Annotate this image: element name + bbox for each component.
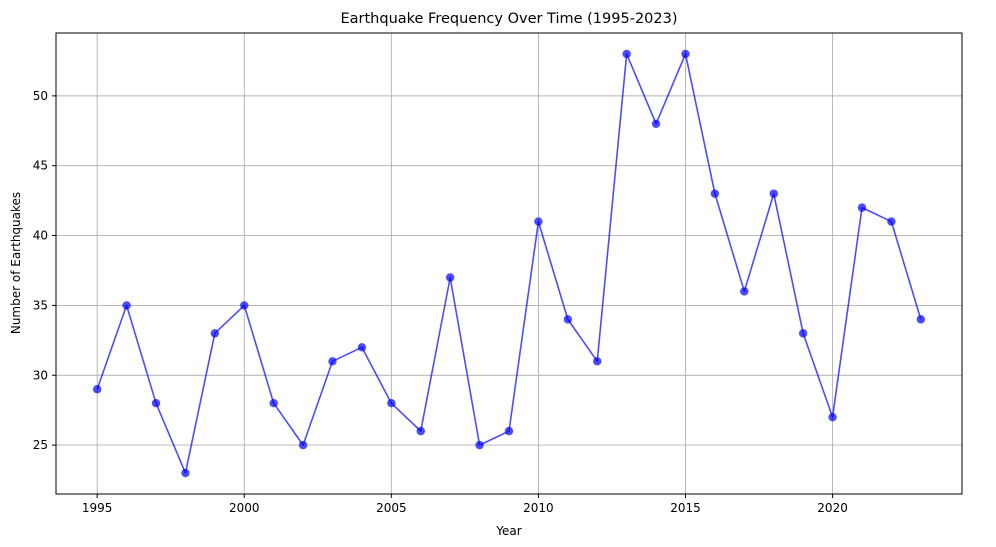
data-point [622, 49, 631, 59]
y-tick-label: 35 [33, 298, 48, 312]
data-point [416, 426, 425, 436]
y-tick-label: 40 [33, 229, 48, 243]
series-line-group [92, 49, 926, 478]
y-axis-label: Number of Earthquakes [9, 192, 23, 334]
data-point [240, 301, 249, 310]
data-point [563, 315, 573, 324]
x-axis: 1995 2000 2005 2010 2015 2020 [82, 494, 848, 515]
x-tick-label: 2020 [817, 501, 848, 515]
data-point [387, 398, 396, 408]
x-axis-label: Year [495, 524, 521, 538]
y-tick-label: 30 [33, 368, 48, 382]
data-point [710, 189, 720, 198]
data-point [857, 203, 867, 212]
data-point [122, 301, 131, 310]
data-point [651, 119, 661, 129]
y-tick-label: 45 [33, 159, 48, 173]
grid-lines [56, 33, 962, 494]
data-point [269, 398, 278, 408]
data-point [740, 287, 749, 296]
x-tick-label: 2010 [523, 501, 554, 515]
x-tick-label: 1995 [82, 501, 113, 515]
data-point [475, 440, 484, 450]
data-point [828, 412, 837, 422]
series-line [96, 53, 922, 474]
data-point [151, 398, 161, 408]
data-point [887, 217, 896, 226]
data-point [534, 217, 543, 226]
x-tick-label: 2005 [376, 501, 407, 515]
data-point [681, 49, 690, 59]
x-tick-label: 2015 [670, 501, 701, 515]
data-point [445, 273, 455, 282]
data-point [92, 385, 102, 394]
data-point [798, 329, 808, 338]
data-point [769, 189, 778, 198]
data-point [916, 315, 926, 324]
data-point [298, 440, 308, 450]
chart-title: Earthquake Frequency Over Time (1995-202… [340, 11, 677, 27]
y-axis: 25 30 35 40 45 50 [33, 89, 56, 452]
data-point [593, 357, 602, 366]
data-point [504, 426, 514, 436]
data-point [328, 357, 337, 366]
data-point [357, 343, 367, 352]
plot-frame [55, 32, 963, 495]
y-tick-label: 50 [33, 89, 48, 103]
x-tick-label: 2000 [229, 501, 260, 515]
y-tick-label: 25 [33, 438, 48, 452]
data-point [181, 468, 190, 478]
data-point [210, 329, 220, 338]
